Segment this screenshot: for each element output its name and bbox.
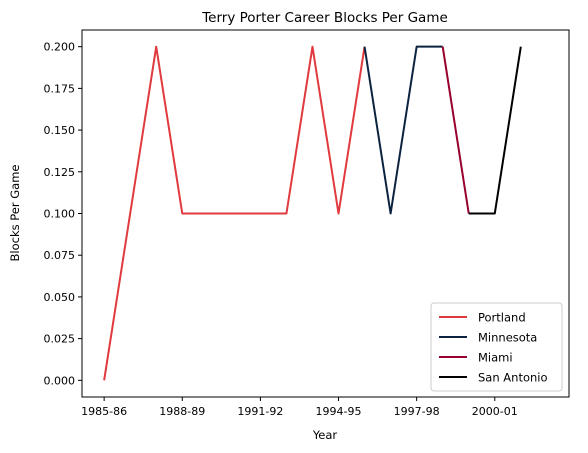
legend-label: San Antonio bbox=[478, 371, 548, 385]
series-line-miami bbox=[441, 46, 470, 214]
x-axis: 1985-86 1988-89 1991-92 1994-95 1997-98 2000-… bbox=[81, 397, 518, 418]
x-tick-label: 1991-92 bbox=[237, 405, 283, 418]
series-line-san-antonio bbox=[468, 46, 522, 215]
x-tick-label: 1985-86 bbox=[81, 405, 127, 418]
series-line-portland bbox=[103, 45, 366, 381]
legend: Portland Minnesota Miami San Antonio bbox=[430, 302, 563, 392]
x-tick-label: 1997-98 bbox=[394, 405, 440, 418]
y-tick-label: 0.000 bbox=[44, 374, 76, 387]
x-axis-label: Year bbox=[312, 428, 338, 442]
x-tick-label: 2000-01 bbox=[472, 405, 518, 418]
y-tick-label: 0.100 bbox=[44, 208, 76, 221]
y-tick-label: 0.050 bbox=[44, 291, 76, 304]
chart-title: Terry Porter Career Blocks Per Game bbox=[201, 10, 448, 26]
y-tick-label: 0.200 bbox=[44, 41, 76, 54]
y-tick-label: 0.125 bbox=[44, 166, 76, 179]
legend-label: Minnesota bbox=[478, 331, 537, 345]
legend-box bbox=[430, 302, 563, 392]
series-lines bbox=[103, 45, 522, 381]
x-tick-label: 1988-89 bbox=[159, 405, 205, 418]
x-tick-label: 1994-95 bbox=[316, 405, 362, 418]
y-axis: 0.000 0.025 0.050 0.075 0.100 0.125 0.150 0.175… bbox=[44, 41, 82, 387]
y-tick-label: 0.175 bbox=[44, 82, 76, 95]
series-line-minnesota bbox=[363, 45, 443, 215]
y-tick-label: 0.075 bbox=[44, 249, 76, 262]
legend-label: Miami bbox=[478, 351, 513, 365]
legend-label: Portland bbox=[478, 311, 526, 325]
y-tick-label: 0.025 bbox=[44, 333, 76, 346]
y-axis-label: Blocks Per Game bbox=[8, 165, 22, 262]
y-tick-label: 0.150 bbox=[44, 124, 76, 137]
